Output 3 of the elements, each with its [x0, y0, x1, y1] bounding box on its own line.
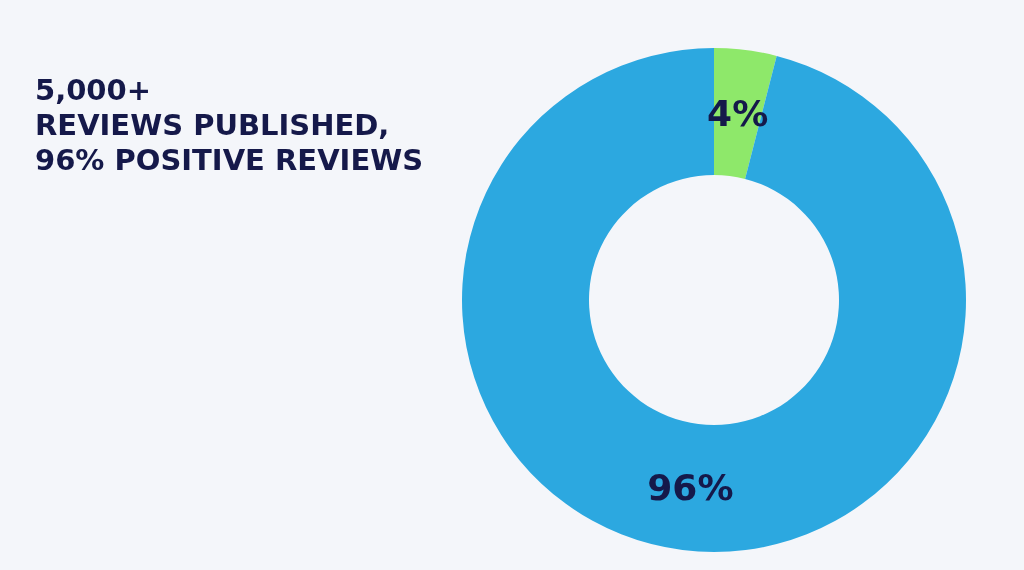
donut-slice	[462, 48, 966, 552]
data-label: 96%	[647, 466, 734, 508]
text: 5,000+ REVIEWS PUBLISHED, 96% POSITIVE REVIEWS	[35, 73, 424, 177]
